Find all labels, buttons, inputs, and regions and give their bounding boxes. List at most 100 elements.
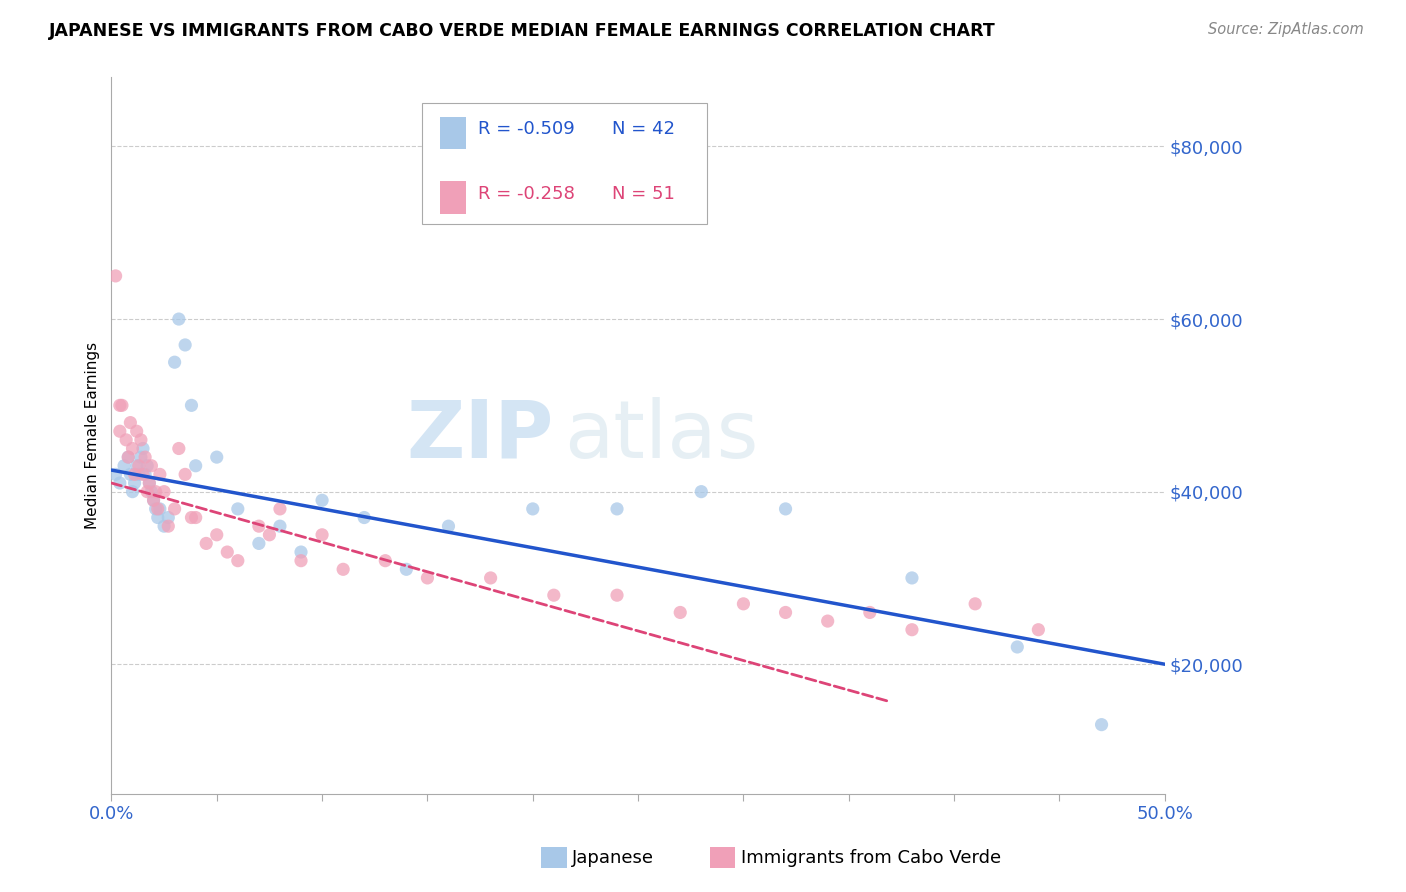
Point [247, 536, 270, 550]
Point [167, 312, 190, 326]
Point [353, 510, 375, 524]
Point [153, 484, 176, 499]
Point [117, 450, 139, 464]
Text: Source: ZipAtlas.com: Source: ZipAtlas.com [1208, 22, 1364, 37]
Text: R = -0.509: R = -0.509 [478, 120, 575, 138]
Text: JAPANESE VS IMMIGRANTS FROM CABO VERDE MEDIAN FEMALE EARNINGS CORRELATION CHART: JAPANESE VS IMMIGRANTS FROM CABO VERDE M… [49, 22, 995, 40]
Point [146, 510, 169, 524]
Point [145, 502, 167, 516]
Point [134, 467, 156, 482]
Point [112, 458, 135, 473]
Point [690, 484, 713, 499]
Point [395, 562, 418, 576]
Point [132, 442, 155, 456]
Point [374, 554, 396, 568]
Point [104, 268, 127, 283]
Point [543, 588, 565, 602]
Point [124, 476, 146, 491]
Text: ZIP: ZIP [406, 397, 554, 475]
Point [1028, 623, 1050, 637]
Point [184, 458, 207, 473]
Point [775, 606, 797, 620]
Point [311, 493, 333, 508]
Point [965, 597, 987, 611]
Point [125, 458, 148, 473]
Point [606, 502, 628, 516]
Point [817, 614, 839, 628]
Text: N = 51: N = 51 [612, 185, 675, 202]
Point [138, 476, 160, 491]
Y-axis label: Median Female Earnings: Median Female Earnings [86, 342, 100, 529]
Point [146, 502, 169, 516]
Point [120, 467, 142, 482]
Point [247, 519, 270, 533]
Point [226, 502, 249, 516]
Text: N = 42: N = 42 [612, 120, 675, 138]
Point [859, 606, 882, 620]
Point [733, 597, 755, 611]
Point [259, 528, 281, 542]
Point [157, 519, 180, 533]
Point [141, 484, 163, 499]
Point [129, 433, 152, 447]
Point [128, 458, 150, 473]
Point [290, 554, 312, 568]
Point [138, 476, 160, 491]
Point [142, 493, 165, 508]
Point [180, 510, 202, 524]
Point [134, 450, 156, 464]
Point [136, 458, 159, 473]
Point [901, 571, 924, 585]
Text: Immigrants from Cabo Verde: Immigrants from Cabo Verde [741, 849, 1001, 867]
Point [104, 467, 127, 482]
Point [205, 528, 228, 542]
Point [1090, 717, 1112, 731]
Point [332, 562, 354, 576]
Point [111, 398, 134, 412]
Point [117, 450, 139, 464]
Text: Japanese: Japanese [572, 849, 654, 867]
Point [522, 502, 544, 516]
Point [125, 424, 148, 438]
Point [226, 554, 249, 568]
Bar [440, 117, 467, 149]
Point [184, 510, 207, 524]
Point [163, 502, 186, 516]
Point [121, 442, 143, 456]
FancyBboxPatch shape [422, 103, 707, 224]
Point [124, 467, 146, 482]
Point [108, 476, 131, 491]
Point [128, 467, 150, 482]
Point [153, 519, 176, 533]
Point [115, 433, 138, 447]
Point [479, 571, 502, 585]
Point [205, 450, 228, 464]
Point [269, 502, 291, 516]
Point [108, 398, 131, 412]
Point [195, 536, 218, 550]
Point [606, 588, 628, 602]
Point [145, 484, 167, 499]
Point [174, 338, 197, 352]
Point [149, 467, 172, 482]
Point [290, 545, 312, 559]
Text: R = -0.258: R = -0.258 [478, 185, 575, 202]
Point [669, 606, 692, 620]
Point [163, 355, 186, 369]
Point [141, 458, 163, 473]
Point [1007, 640, 1029, 654]
Point [129, 450, 152, 464]
Point [136, 484, 159, 499]
Point [108, 424, 131, 438]
Point [416, 571, 439, 585]
Point [157, 510, 180, 524]
Point [901, 623, 924, 637]
Point [174, 467, 197, 482]
Point [120, 416, 142, 430]
Point [121, 484, 143, 499]
Point [311, 528, 333, 542]
Point [180, 398, 202, 412]
Text: atlas: atlas [564, 397, 759, 475]
Point [167, 442, 190, 456]
Point [775, 502, 797, 516]
